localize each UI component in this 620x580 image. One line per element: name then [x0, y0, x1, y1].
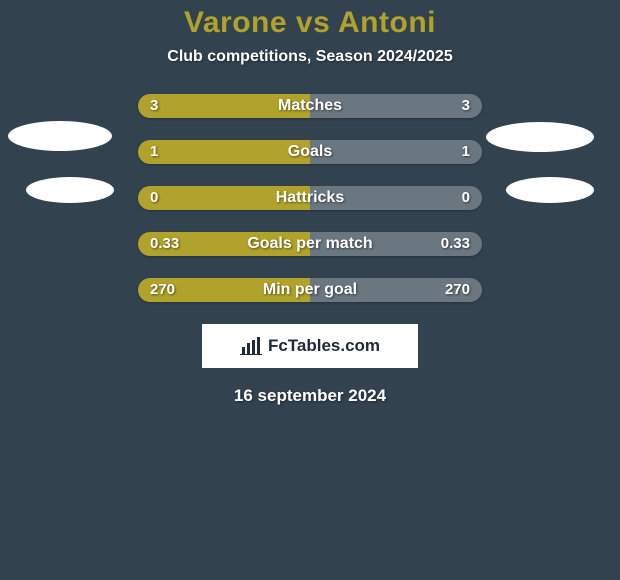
date-line: 16 september 2024	[0, 386, 620, 406]
comparison-card: Varone vs Antoni Club competitions, Seas…	[0, 0, 620, 580]
brand-text: FcTables.com	[268, 336, 380, 356]
bar-left	[138, 140, 310, 164]
stat-row: 0.330.33Goals per match	[138, 232, 482, 256]
brand-badge: FcTables.com	[202, 324, 418, 368]
player-right-name: Antoni	[338, 6, 436, 39]
bar-right	[310, 278, 482, 302]
subtitle: Club competitions, Season 2024/2025	[0, 48, 620, 66]
bar-left	[138, 94, 310, 118]
decorative-ellipse	[486, 122, 594, 152]
bar-chart-icon	[240, 337, 262, 355]
stat-row: 11Goals	[138, 140, 482, 164]
stat-row: 00Hattricks	[138, 186, 482, 210]
bar-right	[310, 232, 482, 256]
bar-left	[138, 278, 310, 302]
bar-right	[310, 140, 482, 164]
bar-right	[310, 186, 482, 210]
page-title: Varone vs Antoni	[0, 0, 620, 40]
decorative-ellipse	[506, 177, 594, 203]
title-vs: vs	[296, 6, 330, 39]
decorative-ellipse	[26, 177, 114, 203]
player-left-name: Varone	[184, 6, 287, 39]
bar-left	[138, 232, 310, 256]
stat-row: 270270Min per goal	[138, 278, 482, 302]
decorative-ellipse	[8, 121, 112, 151]
stat-row: 33Matches	[138, 94, 482, 118]
bar-right	[310, 94, 482, 118]
bar-left	[138, 186, 310, 210]
